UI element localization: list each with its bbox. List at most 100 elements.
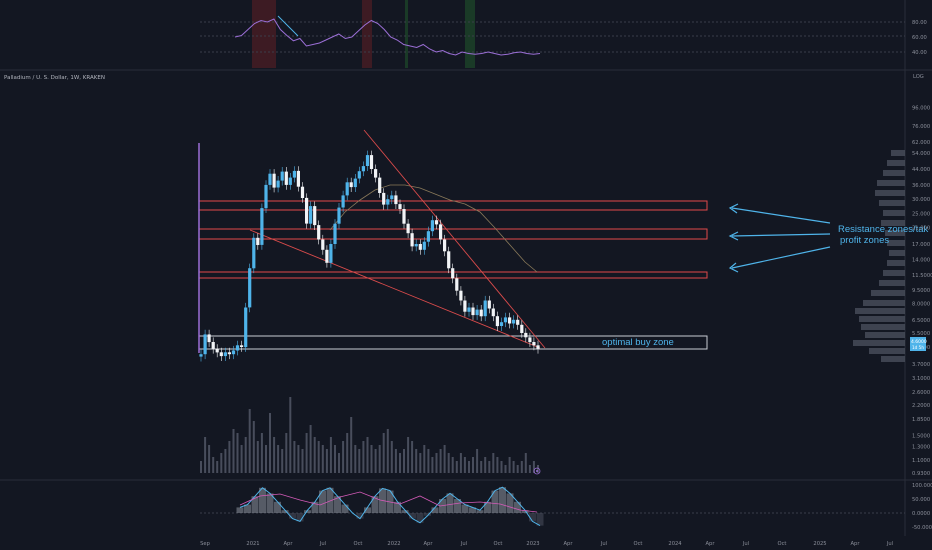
oscillator-histogram-bar	[401, 510, 409, 513]
volume-bar	[285, 433, 288, 473]
volume-bar	[496, 457, 499, 473]
volume-bar	[358, 449, 361, 473]
candle-body	[536, 345, 540, 349]
arrow-head-3	[728, 262, 739, 273]
candle-body	[483, 300, 487, 317]
time-axis-label: Jul	[742, 541, 749, 547]
volume-bar	[232, 429, 235, 473]
volume-profile-bar	[889, 250, 905, 256]
current-price-badge	[910, 337, 926, 351]
volume-bar	[431, 457, 434, 473]
rsi-tick-label: 60.00	[912, 35, 927, 41]
oscillator-histogram-bar	[289, 513, 296, 519]
rsi-overbought-highlight	[362, 0, 372, 68]
oscillator-histogram-bar	[514, 501, 521, 513]
price-tick-label: 14.000	[912, 257, 930, 263]
time-axis[interactable]: Sep 2021 Apr Jul Oct 2022 Apr Jul Oct 2023 Apr Jul O…	[200, 541, 893, 547]
oscillator-histogram-bar	[446, 493, 454, 513]
oscillator-histogram-bar	[409, 513, 416, 519]
oscillator-histogram-bar	[326, 487, 334, 513]
descending-trendline-upper[interactable]	[363, 129, 546, 349]
volume-bar	[419, 453, 422, 473]
volume-bar	[427, 449, 430, 473]
candle-body	[439, 224, 443, 240]
price-tick-label: 62.000	[912, 140, 930, 146]
oscillator-histogram-bar	[424, 513, 431, 516]
volume-profile-bar	[887, 160, 905, 166]
event-marker-icon[interactable]	[533, 467, 541, 475]
candle-body	[260, 208, 264, 245]
volume-bar	[435, 453, 438, 473]
candle-body	[475, 309, 479, 316]
candle-body	[467, 307, 471, 312]
descending-trendline-lower[interactable]	[249, 229, 541, 349]
candle-body	[508, 317, 512, 324]
candle-body	[398, 204, 402, 209]
oscillator-histogram-bar	[251, 496, 259, 513]
oscillator-tick-label: -50.000	[912, 525, 932, 531]
candle-body	[252, 237, 256, 269]
candle-body	[414, 244, 418, 247]
volume-bar	[504, 465, 507, 473]
volume-bar	[399, 453, 401, 473]
time-axis-label: Jul	[600, 541, 607, 547]
candle-body	[471, 307, 475, 316]
candle-body	[317, 225, 321, 240]
volume-bar	[281, 449, 284, 473]
candle-body	[207, 334, 211, 343]
rsi-panel[interactable]: 80.00 60.00 40.00	[200, 0, 927, 68]
rsi-divergence-line[interactable]	[277, 15, 299, 37]
candle-body	[491, 308, 495, 317]
oscillator-histogram-bar	[431, 507, 439, 513]
candle-body	[479, 309, 483, 317]
time-axis-label: 2025	[813, 541, 826, 547]
candle-body	[244, 307, 248, 348]
volume-bar	[528, 465, 531, 473]
volume-bar	[407, 437, 410, 473]
rsi-oversold-highlight	[405, 0, 408, 68]
volume-bar	[488, 461, 491, 473]
candle-body	[516, 319, 520, 325]
oscillator-histogram-bar	[536, 513, 544, 526]
candle-body	[430, 220, 434, 232]
candle-body	[333, 223, 337, 244]
oscillator-histogram-bar	[394, 501, 401, 513]
symbol-title: Palladium / U. S. Dollar, 1W, KRAKEN	[4, 75, 105, 81]
log-scale-badge[interactable]: LOG	[913, 74, 924, 80]
oscillator-signal-line	[239, 491, 538, 513]
volume-bar	[265, 445, 267, 473]
oscillator-panel[interactable]: 100.000 50.000 0.0000 -50.000	[200, 483, 932, 531]
price-tick-label: 44.000	[912, 167, 930, 173]
event-marker-dot	[536, 470, 538, 472]
candle-body	[305, 197, 309, 224]
volume-bar	[362, 441, 365, 473]
volume-bar	[248, 409, 251, 473]
volume-bar	[508, 457, 511, 473]
resistance-arrows[interactable]	[728, 203, 831, 273]
time-axis-label: 2023	[526, 541, 539, 547]
price-panel[interactable]: Palladium / U. S. Dollar, 1W, KRAKEN Res…	[4, 74, 932, 477]
oscillator-histogram-bar	[296, 513, 304, 522]
price-tick-label: 2.2000	[912, 403, 930, 409]
volume-bar	[260, 433, 263, 473]
volume-bar	[370, 445, 373, 473]
volume-bar	[293, 441, 296, 473]
candle-body	[280, 171, 284, 181]
candle-body	[284, 171, 288, 185]
oscillator-histogram-bar	[319, 490, 326, 513]
price-tick-label: 54.000	[912, 151, 930, 157]
rsi-tick-label: 40.00	[912, 50, 927, 56]
volume-bar	[338, 453, 340, 473]
time-axis-label: 2021	[246, 541, 259, 547]
candle-body	[296, 170, 300, 187]
candle-countdown: 1d 5h	[912, 345, 924, 350]
oscillator-histogram-bar	[476, 510, 484, 513]
current-price-value: 4.6000	[911, 339, 927, 345]
time-axis-label: Oct	[634, 541, 643, 547]
candle-body	[337, 207, 341, 224]
candle-body	[321, 239, 325, 250]
time-axis-label: 2024	[668, 541, 682, 547]
volume-bar	[220, 453, 223, 473]
price-tick-label: 1.3000	[912, 445, 930, 451]
volume-profile-bar	[885, 230, 905, 236]
